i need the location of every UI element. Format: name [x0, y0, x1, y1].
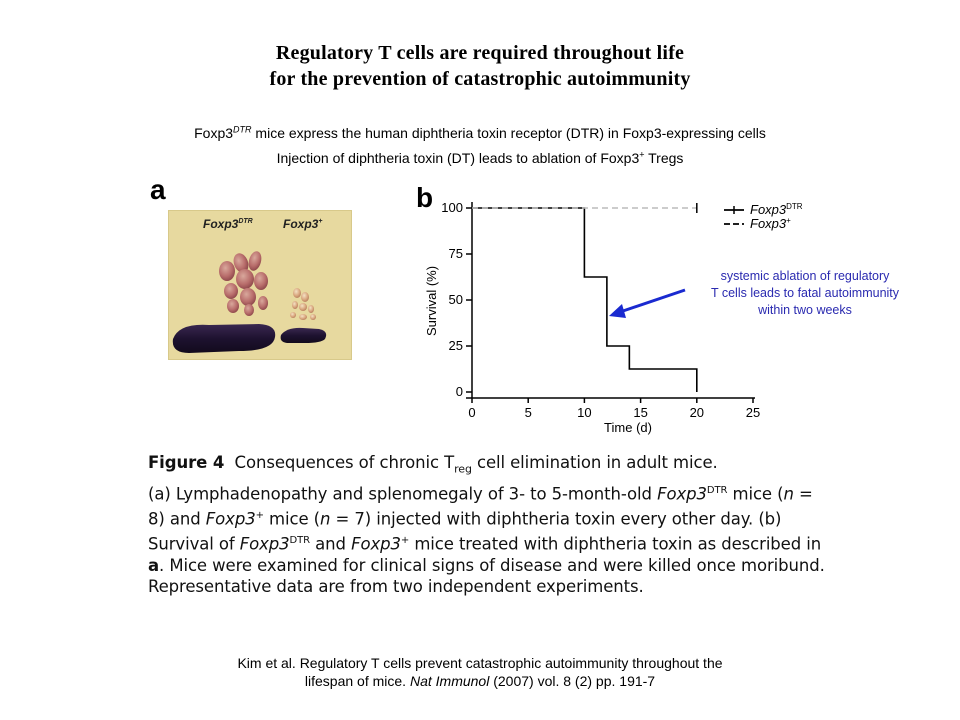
caption-heading-post: cell elimination in adult mice. [471, 453, 718, 472]
caption-a-gene2-sup: + [255, 509, 264, 521]
annotation-line-2: T cells leads to fatal autoimmunity [710, 286, 900, 300]
x-tick-label: 10 [577, 405, 591, 420]
caption-b-and: and [310, 534, 352, 554]
legend-label-sup-0: DTR [786, 202, 803, 211]
caption-a-gene2: Foxp3 [205, 509, 256, 529]
photo-label-dtr-text: Foxp3 [203, 217, 239, 231]
caption-b-gene2-sup: + [400, 534, 410, 546]
subtitle-2-post: Tregs [644, 150, 684, 166]
caption-heading-pre: Consequences of chronic T [234, 453, 455, 472]
caption-b-end: . Mice were examined for clinical signs … [148, 555, 825, 597]
caption-a-post: = 7) injected with diphtheria toxin ever… [330, 509, 754, 529]
caption-a-pre: (a) Lymphadenopathy and splenomegaly of … [148, 484, 658, 504]
x-tick-label: 15 [633, 405, 647, 420]
y-tick-label: 25 [449, 338, 463, 353]
caption-b-gene1: Foxp3 [239, 534, 290, 554]
subtitle-2-sup: + [639, 149, 645, 160]
subtitle-1-pre: Foxp3 [194, 125, 234, 141]
reference-line-2-pre: lifespan of mice. [304, 673, 410, 689]
subtitle-1-sup: DTR [233, 124, 252, 135]
slide-title: Regulatory T cells are required througho… [0, 40, 960, 92]
photo-label-wt: Foxp3+ [283, 217, 322, 231]
panel-a-photo: Foxp3DTR Foxp3+ [168, 210, 352, 360]
photo-label-dtr: Foxp3DTR [203, 217, 253, 231]
subtitle-line-1: Foxp3DTR mice express the human diphther… [0, 124, 960, 142]
photo-label-dtr-sup: DTR [238, 218, 253, 225]
series-line-foxp3-dtr [472, 207, 698, 392]
caption-a-gene1: Foxp3 [657, 484, 707, 504]
caption-b-ref: a [148, 555, 160, 575]
subtitle-2-pre: Injection of diphtheria toxin (DT) leads… [276, 150, 640, 166]
x-tick-label: 25 [746, 405, 760, 420]
reference-journal: Nat Immunol [409, 673, 490, 689]
y-tick-label: 50 [449, 292, 463, 307]
reference-line-1: Kim et al. Regulatory T cells prevent ca… [237, 655, 723, 671]
caption-fig-label: Figure 4 [148, 453, 225, 472]
figure-caption: Figure 4 Consequences of chronic Treg ce… [148, 452, 828, 598]
title-line-2: for the prevention of catastrophic autoi… [269, 68, 691, 90]
lymph-node-spleen-image [172, 251, 327, 353]
caption-heading-sub: reg [454, 462, 472, 476]
legend-label-sup-1: + [786, 216, 791, 225]
photo-label-wt-text: Foxp3 [283, 217, 319, 231]
panel-b-letter: b [416, 182, 434, 213]
panel-a-letter: a [150, 174, 166, 205]
caption-a-n1: n [783, 484, 794, 504]
y-axis-label: Survival (%) [424, 266, 439, 336]
y-tick-label: 100 [441, 200, 463, 215]
x-tick-label: 20 [690, 405, 704, 420]
annotation-line-3: within two weeks [758, 303, 852, 317]
legend-label-1: Foxp3+ [750, 216, 791, 231]
y-tick-label: 0 [456, 384, 463, 399]
caption-a-n2: n [320, 509, 331, 529]
reference-line-2: lifespan of mice. Nat Immunol (2007) vol… [0, 672, 960, 690]
annotation-arrowhead [609, 304, 626, 318]
y-tick-label: 75 [449, 246, 463, 261]
subtitle-line-2: Injection of diphtheria toxin (DT) leads… [0, 149, 960, 167]
caption-a-mid1: mice ( [727, 484, 784, 504]
chart-axes: 0 5 10 15 20 25 0 25 50 75 100 [441, 200, 760, 420]
reference-line-2-post: (2007) vol. 8 (2) pp. 191-7 [489, 673, 656, 689]
caption-b-post: mice treated with diphtheria toxin as de… [409, 534, 822, 554]
x-tick-label: 5 [525, 405, 532, 420]
annotation-arrow [616, 288, 686, 315]
caption-a-mid2: = 8) and [148, 484, 813, 529]
caption-b-pre: (b) Survival of [148, 509, 782, 554]
caption-b-gene2: Foxp3 [351, 534, 401, 554]
subtitle-1-post: mice express the human diphtheria toxin … [251, 125, 766, 141]
reference: Kim et al. Regulatory T cells prevent ca… [0, 654, 960, 690]
x-axis-label: Time (d) [604, 420, 652, 435]
x-tick-label: 0 [468, 405, 475, 420]
annotation-line-1: systemic ablation of regulatory [720, 269, 890, 283]
photo-label-wt-sup: + [318, 218, 323, 225]
caption-a-gene1-sup: DTR [706, 484, 728, 496]
title-line-1: Regulatory T cells are required througho… [275, 42, 685, 64]
legend-label-0: Foxp3DTR [750, 202, 803, 217]
annotation-text: systemic ablation of regulatory T cells … [690, 268, 920, 319]
caption-a-mid3: mice ( [263, 509, 320, 529]
caption-b-gene1-sup: DTR [289, 534, 311, 546]
chart-series-group [472, 203, 698, 392]
